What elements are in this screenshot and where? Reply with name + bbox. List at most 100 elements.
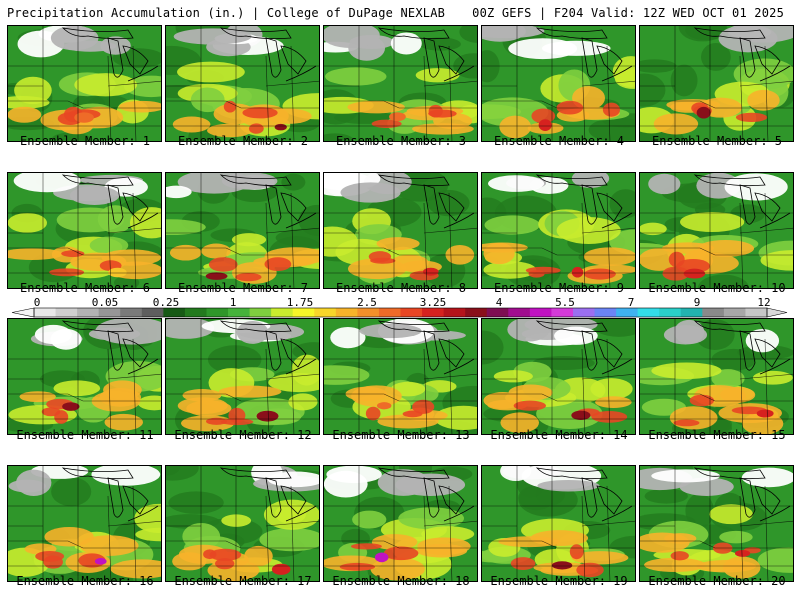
panel-label: Ensemble Member: 15 (648, 428, 786, 442)
colorbar-swatch (616, 308, 639, 317)
panel-label: Ensemble Member: 1 (19, 134, 151, 148)
colorbar-tick-label: 9 (693, 296, 701, 309)
colorbar-swatch (572, 308, 596, 317)
ensemble-map-panel[interactable] (165, 318, 320, 435)
colorbar-swatch (551, 308, 574, 317)
colorbar-swatch (335, 308, 358, 317)
colorbar-swatch (228, 308, 251, 317)
colorbar-swatch (637, 308, 660, 317)
panel-label: Ensemble Member: 4 (493, 134, 625, 148)
panel-label: Ensemble Member: 6 (19, 281, 151, 295)
panel-label: Ensemble Member: 14 (490, 428, 628, 442)
precip-map (324, 26, 477, 141)
ensemble-map-panel[interactable] (165, 25, 320, 142)
colorbar-swatch (249, 308, 272, 317)
ensemble-map-panel[interactable] (323, 318, 478, 435)
ensemble-map-panel[interactable] (639, 318, 794, 435)
precip-map (482, 466, 635, 581)
colorbar-tick-label: 0.05 (91, 296, 119, 309)
ensemble-map-panel[interactable] (7, 465, 162, 582)
precip-map (482, 319, 635, 434)
ensemble-map-panel[interactable] (323, 465, 478, 582)
ensemble-map-panel[interactable] (7, 318, 162, 435)
colorbar-swatch (659, 308, 682, 317)
colorbar-swatch (292, 308, 315, 317)
precip-map (324, 319, 477, 434)
colorbar-swatch (723, 308, 746, 317)
colorbar-tick-label: 1.75 (286, 296, 314, 309)
panel-label: Ensemble Member: 10 (648, 281, 786, 295)
precip-map (8, 26, 161, 141)
precip-map (8, 466, 161, 581)
colorbar-swatch (271, 308, 294, 317)
colorbar-swatch (422, 308, 445, 317)
ensemble-map-panel[interactable] (481, 465, 636, 582)
ensemble-map-panel[interactable] (481, 25, 636, 142)
colorbar-swatch (443, 308, 466, 317)
precip-map (640, 466, 793, 581)
model-run-info: 00Z GEFS | F204 Valid: 12Z WED OCT 01 20… (472, 6, 784, 20)
precip-map (324, 173, 477, 288)
precip-map (482, 173, 635, 288)
panel-label: Ensemble Member: 9 (493, 281, 625, 295)
panel-label: Ensemble Member: 8 (335, 281, 467, 295)
panel-label: Ensemble Member: 2 (177, 134, 309, 148)
panel-label: Ensemble Member: 12 (174, 428, 312, 442)
colorbar-swatch (680, 308, 703, 317)
precip-map (166, 319, 319, 434)
colorbar-swatch (508, 308, 531, 317)
colorbar-swatch (77, 308, 100, 317)
precip-map (8, 173, 161, 288)
colorbar-swatch (55, 308, 78, 317)
panel-label: Ensemble Member: 11 (16, 428, 154, 442)
panel-label: Ensemble Member: 20 (648, 574, 786, 588)
ensemble-map-panel[interactable] (7, 25, 162, 142)
panel-label: Ensemble Member: 19 (490, 574, 628, 588)
colorbar-swatch (529, 308, 552, 317)
colorbar-swatch (34, 308, 57, 317)
colorbar-swatch (702, 308, 725, 317)
panel-label: Ensemble Member: 16 (16, 574, 154, 588)
colorbar-swatch (745, 308, 768, 317)
panel-label: Ensemble Member: 5 (651, 134, 783, 148)
colorbar-swatch (357, 308, 380, 317)
panel-label: Ensemble Member: 17 (174, 574, 312, 588)
colorbar-swatch (98, 308, 121, 317)
precipitation-colorbar (11, 307, 788, 318)
colorbar-swatch (163, 308, 186, 317)
ensemble-map-panel[interactable] (7, 172, 162, 289)
ensemble-map-panel[interactable] (165, 465, 320, 582)
colorbar-tick-label: 5.5 (555, 296, 575, 309)
colorbar-swatch (400, 308, 423, 317)
ensemble-map-panel[interactable] (323, 172, 478, 289)
colorbar-swatch (206, 308, 229, 317)
colorbar-swatch (120, 308, 143, 317)
ensemble-map-panel[interactable] (323, 25, 478, 142)
colorbar-swatch (314, 308, 337, 317)
colorbar-tick-label: 4 (495, 296, 503, 309)
precip-map (640, 173, 793, 288)
precip-map (324, 466, 477, 581)
ensemble-map-panel[interactable] (165, 172, 320, 289)
colorbar-min-arrow (11, 307, 35, 318)
ensemble-map-panel[interactable] (481, 318, 636, 435)
ensemble-map-panel[interactable] (639, 25, 794, 142)
panel-label: Ensemble Member: 3 (335, 134, 467, 148)
panel-label: Ensemble Member: 18 (332, 574, 470, 588)
colorbar-tick-label: 1 (229, 296, 237, 309)
precip-map (8, 319, 161, 434)
chart-title: Precipitation Accumulation (in.) | Colle… (7, 6, 446, 20)
colorbar-swatch (141, 308, 164, 317)
colorbar-swatch (594, 308, 617, 317)
colorbar-max-arrow (766, 307, 788, 318)
colorbar-swatch (465, 308, 488, 317)
precip-map (166, 26, 319, 141)
ensemble-map-panel[interactable] (639, 465, 794, 582)
ensemble-map-panel[interactable] (481, 172, 636, 289)
colorbar-swatch (184, 308, 207, 317)
panel-label: Ensemble Member: 7 (177, 281, 309, 295)
ensemble-map-panel[interactable] (639, 172, 794, 289)
colorbar-tick-label: 2.5 (357, 296, 377, 309)
precip-map (640, 26, 793, 141)
colorbar-swatch (378, 308, 401, 317)
